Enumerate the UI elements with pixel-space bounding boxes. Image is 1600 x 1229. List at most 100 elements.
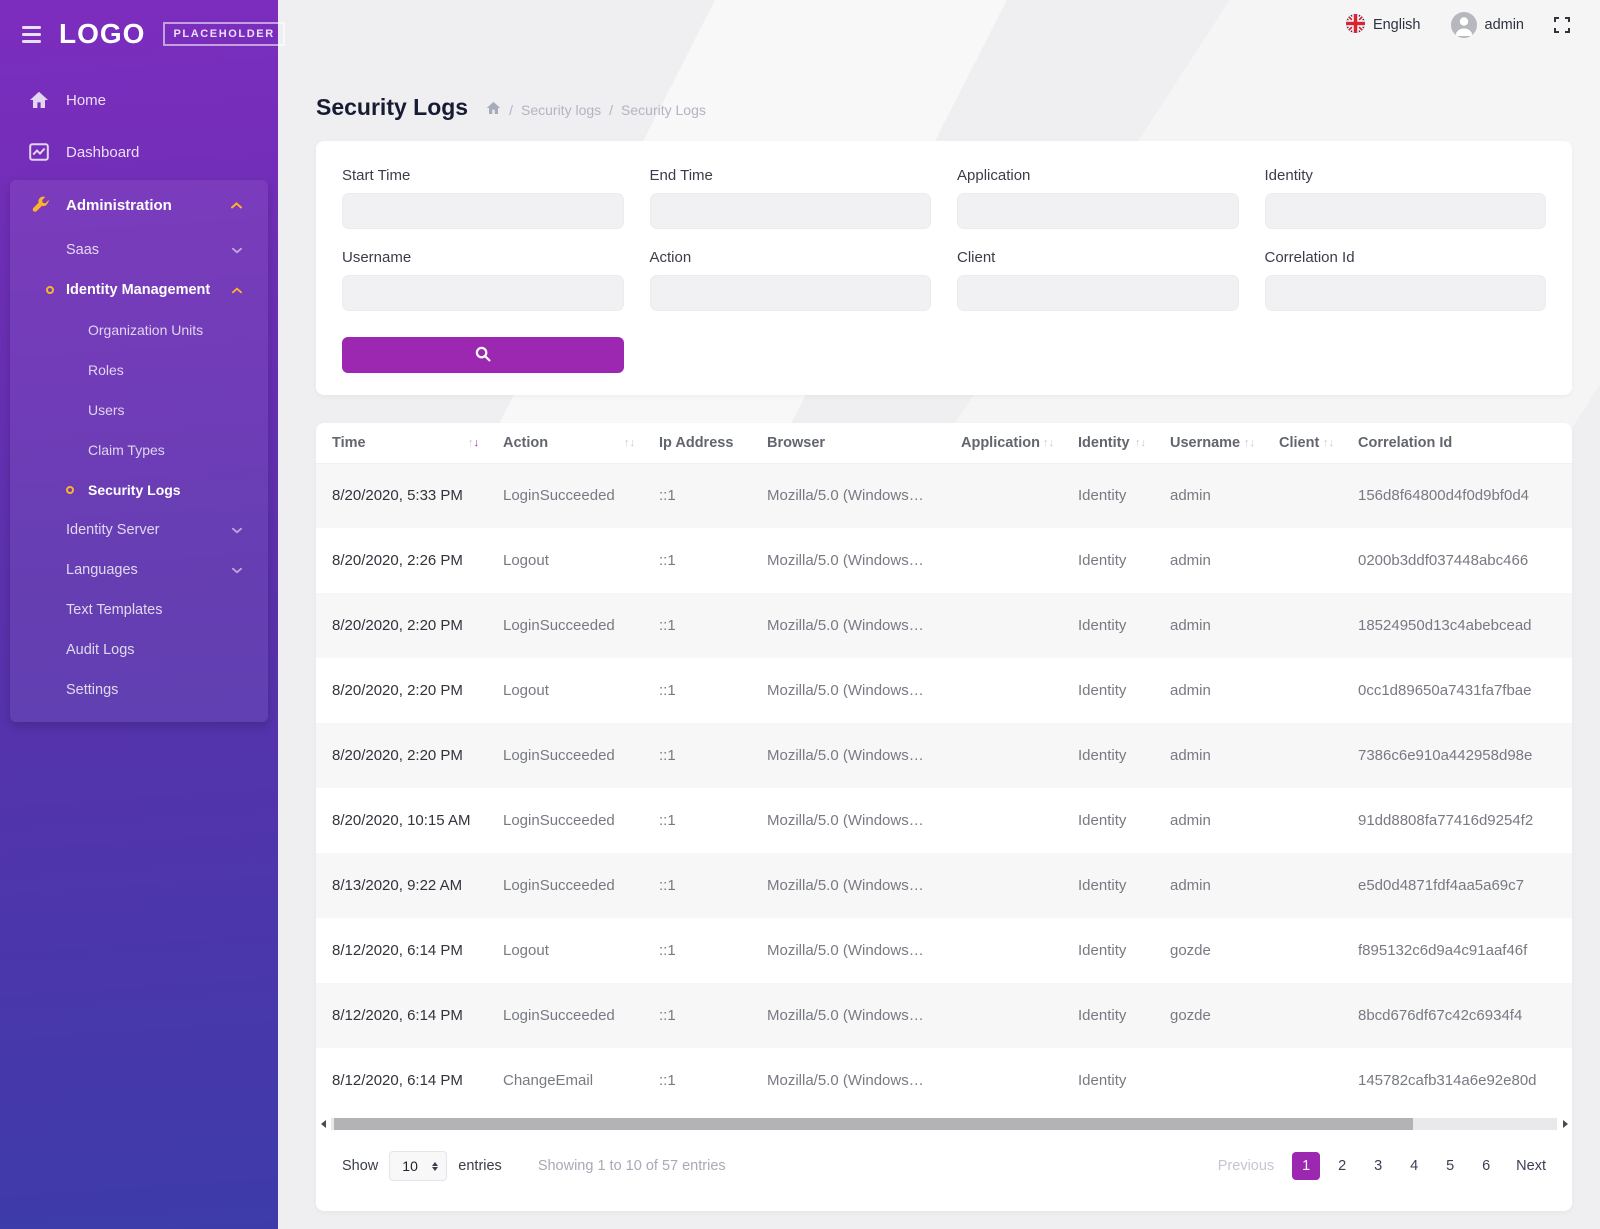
filter-field-application: Application [957, 167, 1239, 229]
sort-icon: ↑↓ [468, 436, 479, 449]
cell-browser: Mozilla/5.0 (Windows… [767, 1072, 924, 1089]
column-header-application[interactable]: Application ↑↓ [945, 423, 1062, 464]
pagination-page-2[interactable]: 2 [1338, 1158, 1347, 1174]
sidebar-item-settings[interactable]: Settings [10, 670, 268, 710]
table-header-row: Time ↑↓ Action ↑↓ Ip Address Browser Appli… [316, 423, 1572, 464]
sidebar-item-home[interactable]: Home [0, 74, 278, 126]
filter-field-action: Action [649, 249, 931, 311]
breadcrumb-item: Security Logs [621, 101, 706, 118]
scroll-right-icon[interactable] [1559, 1119, 1570, 1128]
cell-application [945, 1048, 1062, 1113]
breadcrumb-home-icon[interactable] [486, 101, 501, 118]
sidebar-item-organization-units[interactable]: Organization Units [10, 310, 268, 350]
table-row: 8/13/2020, 9:22 AM LoginSucceeded ::1 Mo… [316, 853, 1572, 918]
filter-field-start-time: Start Time [342, 167, 624, 229]
breadcrumb-separator: / [609, 101, 614, 118]
page-size-value: 10 [402, 1158, 418, 1174]
username-input[interactable] [342, 275, 624, 311]
cell-correlation-id: f895132c6d9a4c91aaf46f [1358, 942, 1528, 959]
cell-time: 8/20/2020, 2:20 PM [316, 723, 487, 788]
end-time-input[interactable] [649, 193, 931, 229]
filter-label: Start Time [342, 167, 411, 184]
page-size-control: Show 10 entries [342, 1151, 502, 1181]
cell-correlation-id: e5d0d4871fdf4aa5a69c7 [1342, 853, 1572, 918]
search-button[interactable] [342, 337, 624, 373]
sidebar-item-security-logs[interactable]: Security Logs [10, 470, 268, 510]
pagination-page-1[interactable]: 1 [1292, 1152, 1321, 1180]
sidebar-item-label: Claim Types [88, 442, 165, 458]
sidebar-item-audit-logs[interactable]: Audit Logs [10, 630, 268, 670]
cell-username: admin [1154, 463, 1263, 528]
user-menu[interactable]: admin [1450, 12, 1524, 38]
column-header-time[interactable]: Time ↑↓ [316, 423, 487, 464]
scrollbar-track[interactable] [331, 1117, 1557, 1130]
filter-label: Application [957, 167, 1031, 184]
identity-input[interactable] [1264, 193, 1546, 229]
breadcrumb-item[interactable]: Security logs [521, 101, 602, 118]
sidebar-item-identity-server[interactable]: Identity Server [10, 510, 268, 550]
pagination-previous[interactable]: Previous [1217, 1158, 1275, 1174]
page-size-select[interactable]: 10 [389, 1151, 448, 1181]
sidebar-item-text-templates[interactable]: Text Templates [10, 590, 268, 630]
scroll-left-icon[interactable] [318, 1119, 329, 1128]
chevron-up-icon [232, 286, 242, 294]
start-time-input[interactable] [342, 193, 624, 229]
column-header-username[interactable]: Username ↑↓ [1154, 423, 1263, 464]
filter-label: Client [957, 249, 996, 266]
pagination-page-6[interactable]: 6 [1482, 1158, 1491, 1174]
cell-ip: ::1 [643, 723, 751, 788]
cell-client [1263, 723, 1342, 788]
scrollbar-thumb[interactable] [334, 1117, 1413, 1130]
cell-time: 8/20/2020, 2:26 PM [332, 552, 463, 569]
bullet-icon [46, 286, 54, 294]
cell-ip: ::1 [643, 593, 751, 658]
cell-time: 8/12/2020, 6:14 PM [332, 942, 463, 959]
cell-action: LoginSucceeded [487, 853, 643, 918]
cell-browser: Mozilla/5.0 (Windows… [751, 593, 945, 658]
table-row: 8/20/2020, 2:20 PM LoginSucceeded ::1 Mo… [316, 593, 1572, 658]
column-header-ip-address[interactable]: Ip Address [643, 423, 751, 464]
action-input[interactable] [649, 275, 931, 311]
fullscreen-icon[interactable] [1554, 17, 1570, 33]
cell-ip: ::1 [643, 463, 751, 528]
cell-time: 8/20/2020, 5:33 PM [316, 463, 487, 528]
sidebar-item-identity-management[interactable]: Identity Management [10, 270, 268, 310]
cell-username: admin [1154, 593, 1263, 658]
sidebar-item-dashboard[interactable]: Dashboard [0, 126, 278, 178]
column-header-correlation-id[interactable]: Correlation Id [1342, 423, 1572, 464]
column-header-identity[interactable]: Identity ↑↓ [1062, 423, 1154, 464]
cell-action: LoginSucceeded [487, 983, 643, 1048]
sidebar-item-languages[interactable]: Languages [10, 550, 268, 590]
column-header-action[interactable]: Action ↑↓ [487, 423, 643, 464]
column-header-client[interactable]: Client ↑↓ [1263, 423, 1342, 464]
chevron-up-icon [231, 201, 242, 209]
sidebar-item-users[interactable]: Users [10, 390, 268, 430]
cell-client [1263, 593, 1342, 658]
sidebar-item-administration[interactable]: Administration [10, 180, 268, 230]
language-selector[interactable]: English [1345, 13, 1421, 37]
sidebar-item-label: Audit Logs [66, 642, 135, 658]
sidebar-item-label: Identity Management [66, 282, 211, 298]
sidebar-item-saas[interactable]: Saas [10, 230, 268, 270]
cell-username: admin [1154, 853, 1263, 918]
cell-identity: Identity [1062, 463, 1154, 528]
cell-browser: Mozilla/5.0 (Windows… [751, 983, 945, 1048]
pagination-page-5[interactable]: 5 [1446, 1158, 1455, 1174]
cell-application [945, 983, 1062, 1048]
client-input[interactable] [957, 275, 1239, 311]
sidebar-item-claim-types[interactable]: Claim Types [10, 430, 268, 470]
pagination-next[interactable]: Next [1516, 1158, 1546, 1174]
pagination-page-4[interactable]: 4 [1410, 1158, 1419, 1174]
sidebar: LOGO PLACEHOLDER Home Dashboard [0, 0, 285, 1229]
cell-correlation-id: 91dd8808fa77416d9254f2 [1358, 812, 1534, 829]
sidebar-item-roles[interactable]: Roles [10, 350, 268, 390]
dashboard-icon [28, 143, 50, 161]
column-header-browser[interactable]: Browser [751, 423, 945, 464]
correlation-id-input[interactable] [1264, 275, 1546, 311]
cell-client [1263, 528, 1342, 593]
pagination-page-3[interactable]: 3 [1374, 1158, 1383, 1174]
cell-action: Logout [503, 682, 549, 699]
cell-correlation-id: 145782cafb314a6e92e80d [1358, 1072, 1537, 1089]
hamburger-menu-icon[interactable] [22, 25, 41, 43]
application-input[interactable] [957, 193, 1239, 229]
